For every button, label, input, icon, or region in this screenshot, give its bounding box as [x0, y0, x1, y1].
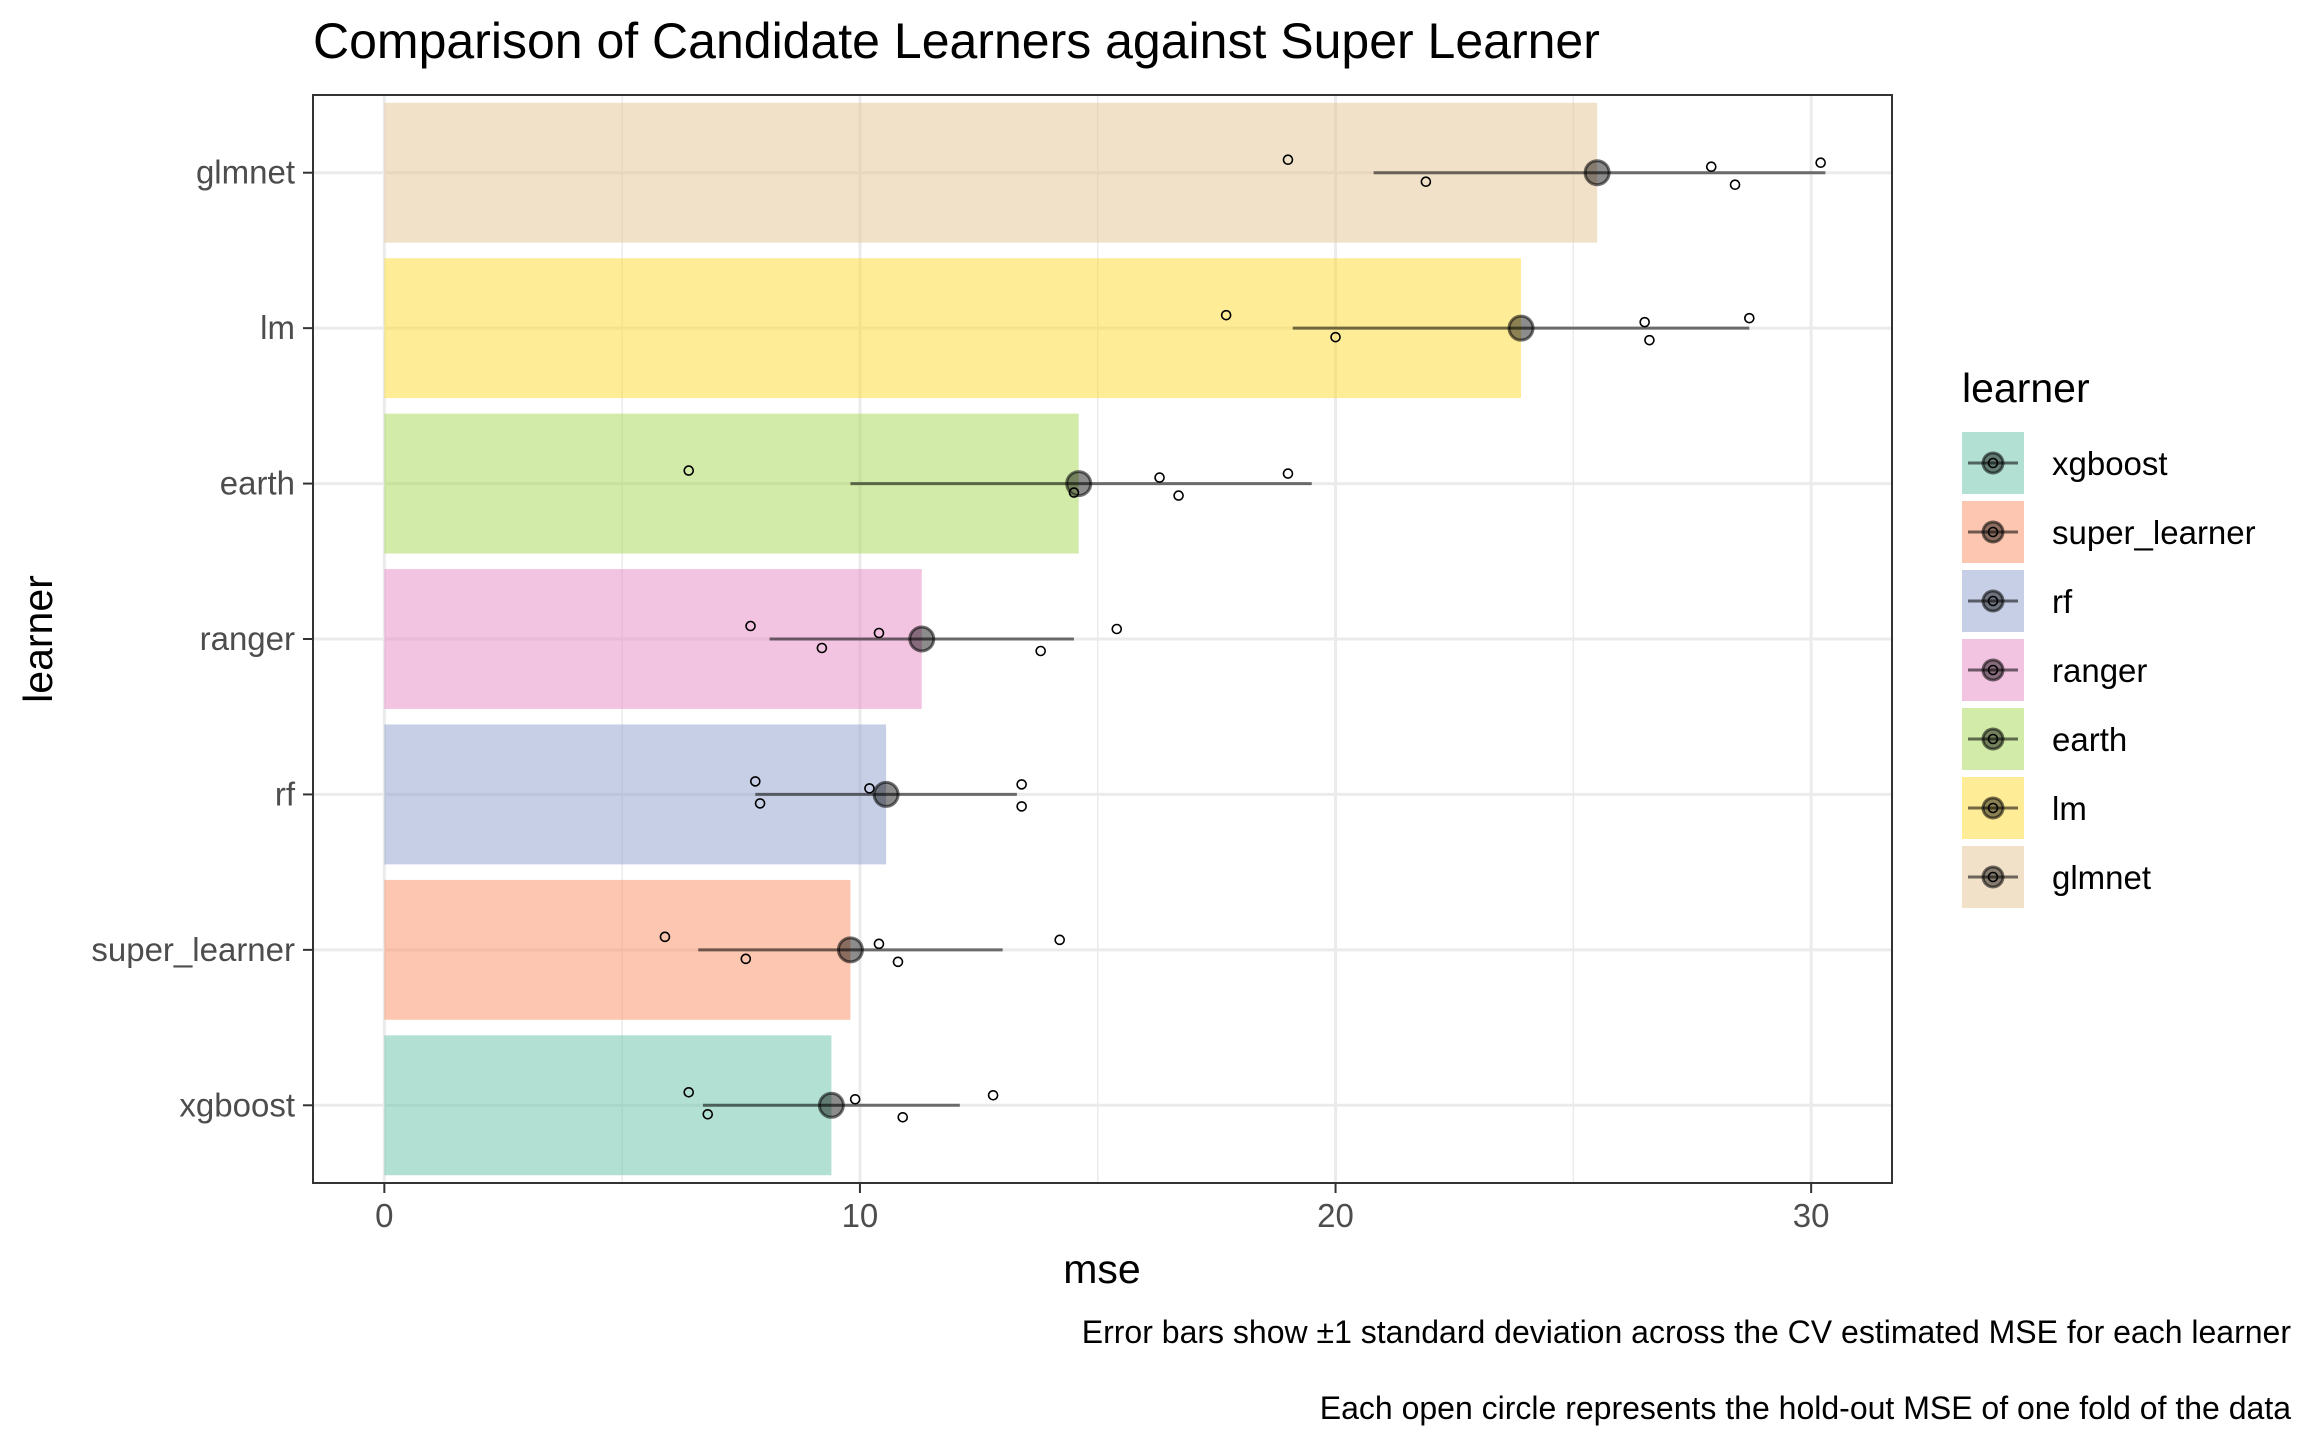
fold-point-ranger — [816, 642, 828, 654]
error-bars — [698, 171, 1826, 1107]
legend-label: glmnet — [2052, 859, 2151, 896]
legend-point — [1981, 520, 2005, 544]
fold-point-lm — [1744, 312, 1755, 324]
legend-open-circle — [1987, 664, 1999, 676]
fold-point-ranger — [873, 627, 885, 639]
y-axis-title: learner — [15, 575, 61, 703]
y-tick-label-glmnet: glmnet — [196, 154, 295, 191]
fold-point-glmnet — [1729, 179, 1741, 191]
mean-point-ranger — [908, 625, 936, 653]
legend-item-super-learner: super_learner — [1962, 501, 2256, 563]
mean-point-super-learner — [836, 936, 864, 964]
fold-point-xgboost — [683, 1086, 695, 1098]
bars — [384, 102, 1598, 1176]
legend-item-ranger: ranger — [1962, 639, 2147, 701]
legend-item-lm: lm — [1962, 777, 2087, 839]
plot-area — [312, 94, 1893, 1184]
fold-point-rf — [1016, 779, 1027, 790]
y-tick-label-lm: lm — [260, 309, 295, 346]
mean-point-earth — [1065, 470, 1093, 498]
legend-open-circle — [1987, 733, 1999, 745]
mean-point-xgboost — [817, 1091, 845, 1119]
fold-point-rf — [864, 783, 875, 794]
legend-open-circle — [1987, 595, 1999, 607]
fold-point-glmnet — [1815, 157, 1826, 169]
legend-title: learner — [1962, 365, 2090, 411]
fold-point-earth — [1173, 490, 1184, 501]
fold-point-ranger — [745, 620, 756, 632]
fold-point-xgboost — [849, 1093, 861, 1105]
fold-point-lm — [1644, 334, 1655, 346]
fold-point-lm — [1639, 316, 1650, 328]
fold-point-xgboost — [987, 1089, 999, 1101]
legend-item-earth: earth — [1962, 708, 2127, 770]
mean-point-rf — [872, 780, 900, 808]
legend-label: rf — [2052, 583, 2073, 620]
legend-open-circle — [1987, 526, 1999, 538]
y-tick-label-earth: earth — [220, 465, 295, 502]
y-axis: xgboost super_learner rf ranger earth lm glmne… — [91, 154, 313, 1123]
y-tick-label-ranger: ranger — [200, 620, 295, 657]
legend-point — [1981, 451, 2005, 475]
legend-label: super_learner — [2052, 514, 2256, 551]
y-tick-label-super-learner: super_learner — [91, 931, 295, 968]
fold-point-lm — [1220, 309, 1232, 321]
fold-point-ranger — [1035, 645, 1046, 657]
legend-open-circle — [1987, 802, 1999, 814]
fold-point-super-learner — [892, 956, 904, 968]
fold-point-glmnet — [1420, 176, 1432, 188]
legend-item-xgboost: xgboost — [1962, 432, 2168, 494]
x-axis-title: mse — [1063, 1246, 1140, 1292]
fold-point-earth — [1154, 472, 1165, 483]
fold-point-earth — [1282, 468, 1294, 479]
chart-title: Comparison of Candidate Learners against… — [313, 13, 1600, 69]
fold-point-ranger — [1111, 623, 1123, 635]
fold-point-earth — [683, 465, 695, 476]
x-axis: 0 10 20 30 — [375, 1183, 1830, 1234]
legend-point — [1981, 658, 2005, 682]
fold-point-xgboost — [702, 1108, 714, 1120]
legend-label: lm — [2052, 790, 2087, 827]
legend-item-glmnet: glmnet — [1962, 846, 2151, 908]
fold-point-super-learner — [740, 953, 752, 965]
mean-point-lm — [1507, 314, 1535, 342]
y-tick-label-xgboost: xgboost — [179, 1086, 295, 1123]
y-tick-label-rf: rf — [275, 775, 296, 812]
legend-point — [1981, 727, 2005, 751]
legend-point — [1981, 865, 2005, 889]
fold-point-rf — [754, 798, 766, 809]
x-tick-label: 30 — [1793, 1197, 1830, 1234]
legend-label: ranger — [2052, 652, 2147, 689]
legend-label: xgboost — [2052, 445, 2168, 482]
fold-point-xgboost — [897, 1111, 909, 1123]
legend-label: earth — [2052, 721, 2127, 758]
legend-point — [1981, 589, 2005, 613]
legend-open-circle — [1987, 457, 1999, 469]
mean-point-glmnet — [1583, 159, 1611, 187]
fold-point-super-learner — [1054, 934, 1065, 946]
fold-point-lm — [1330, 331, 1341, 343]
fold-points — [659, 154, 1826, 1123]
fold-point-glmnet — [1705, 161, 1717, 173]
fold-point-rf — [750, 776, 761, 787]
legend-point — [1981, 796, 2005, 820]
x-tick-label: 20 — [1317, 1197, 1354, 1234]
fold-point-rf — [1016, 801, 1027, 812]
fold-point-super-learner — [873, 938, 885, 950]
caption-error-bars: Error bars show ±1 standard deviation ac… — [1082, 1314, 2292, 1350]
legend-item-rf: rf — [1962, 570, 2073, 632]
x-tick-label: 0 — [375, 1197, 393, 1234]
caption-open-circles: Each open circle represents the hold-out… — [1320, 1390, 2291, 1426]
legend-open-circle — [1987, 871, 1999, 883]
fold-point-glmnet — [1282, 154, 1294, 166]
x-tick-label: 10 — [842, 1197, 879, 1234]
fold-point-super-learner — [659, 931, 671, 943]
